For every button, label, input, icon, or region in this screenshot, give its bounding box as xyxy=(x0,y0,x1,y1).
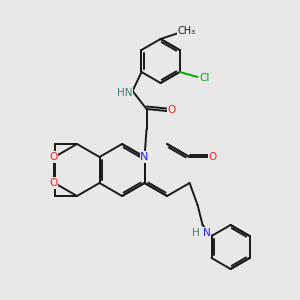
Text: O: O xyxy=(208,152,217,162)
Text: H: H xyxy=(192,228,200,238)
Text: HN: HN xyxy=(117,88,132,98)
Text: O: O xyxy=(50,178,58,188)
Text: CH₃: CH₃ xyxy=(178,26,196,36)
Text: N: N xyxy=(203,228,211,238)
Text: Cl: Cl xyxy=(200,73,210,83)
Text: N: N xyxy=(140,152,149,162)
Text: O: O xyxy=(50,152,58,162)
Text: O: O xyxy=(167,105,176,115)
